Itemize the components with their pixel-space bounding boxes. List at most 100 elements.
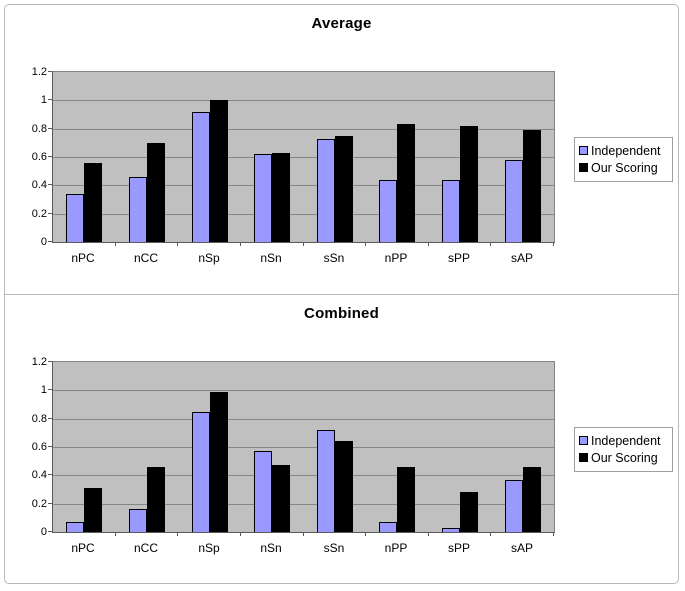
y-tick-mark bbox=[48, 184, 52, 185]
plot-area bbox=[52, 361, 555, 533]
x-tick-mark bbox=[428, 532, 429, 536]
legend-label: Our Scoring bbox=[591, 450, 658, 465]
bar-nPC-our-scoring bbox=[84, 488, 102, 532]
y-tick-mark bbox=[48, 503, 52, 504]
legend-label: Our Scoring bbox=[591, 160, 658, 175]
x-category-label: nPC bbox=[71, 251, 95, 265]
x-tick-mark bbox=[115, 532, 116, 536]
bar-sAP-independent bbox=[505, 480, 523, 532]
y-tick-label: 0 bbox=[40, 236, 47, 248]
x-tick-mark bbox=[553, 532, 554, 536]
gridline bbox=[53, 447, 554, 448]
y-tick-mark bbox=[48, 531, 52, 532]
bar-nPP-independent bbox=[379, 522, 397, 532]
y-tick-label: 1.2 bbox=[31, 66, 47, 78]
bar-sAP-independent bbox=[505, 160, 523, 242]
x-tick-mark bbox=[365, 532, 366, 536]
y-tick-label: 1.2 bbox=[31, 356, 47, 368]
bar-nPC-our-scoring bbox=[84, 163, 102, 242]
x-tick-mark bbox=[177, 532, 178, 536]
x-category-label: sSn bbox=[323, 541, 345, 555]
bar-nCC-independent bbox=[129, 509, 147, 532]
bar-nPP-our-scoring bbox=[397, 124, 415, 242]
bar-nPP-independent bbox=[379, 180, 397, 242]
x-category-label: nSn bbox=[260, 251, 282, 265]
x-tick-mark bbox=[490, 242, 491, 246]
y-tick-mark bbox=[48, 446, 52, 447]
y-tick-mark bbox=[48, 213, 52, 214]
bar-sAP-our-scoring bbox=[523, 130, 541, 242]
bar-nSp-independent bbox=[192, 412, 210, 532]
x-tick-mark bbox=[240, 532, 241, 536]
our-scoring-swatch-icon bbox=[579, 453, 588, 462]
bar-nSp-independent bbox=[192, 112, 210, 242]
y-tick-label: 0.4 bbox=[31, 179, 47, 192]
bar-nPP-our-scoring bbox=[397, 467, 415, 532]
x-tick-mark bbox=[553, 242, 554, 246]
bar-nCC-independent bbox=[129, 177, 147, 242]
y-tick-mark bbox=[48, 156, 52, 157]
gridline bbox=[53, 185, 554, 186]
bar-nSn-independent bbox=[254, 451, 272, 532]
bar-sAP-our-scoring bbox=[523, 467, 541, 532]
legend: Independent Our Scoring bbox=[574, 137, 673, 182]
legend-item-independent: Independent bbox=[579, 142, 668, 159]
legend-item-our-scoring: Our Scoring bbox=[579, 449, 668, 466]
y-tick-label: 0.6 bbox=[31, 441, 47, 453]
independent-swatch-icon bbox=[579, 436, 588, 445]
bar-sPP-our-scoring bbox=[460, 126, 478, 242]
bar-nSp-our-scoring bbox=[210, 100, 228, 242]
x-category-label: sPP bbox=[447, 251, 470, 265]
gridline bbox=[53, 129, 554, 130]
x-category-label: nSp bbox=[198, 541, 220, 555]
legend-item-independent: Independent bbox=[579, 432, 668, 449]
gridline bbox=[53, 504, 554, 505]
x-tick-mark bbox=[428, 242, 429, 246]
gridline bbox=[53, 214, 554, 215]
y-tick-label: 0.2 bbox=[31, 207, 47, 220]
legend-item-our-scoring: Our Scoring bbox=[579, 159, 668, 176]
bar-nPC-independent bbox=[66, 194, 84, 242]
gridline bbox=[53, 475, 554, 476]
bar-sPP-independent bbox=[442, 528, 460, 532]
y-tick-mark bbox=[48, 361, 52, 362]
y-tick-label: 0.2 bbox=[31, 497, 47, 510]
x-tick-mark bbox=[303, 532, 304, 536]
bar-sSn-independent bbox=[317, 430, 335, 532]
bar-nSn-independent bbox=[254, 154, 272, 242]
x-category-label: nSn bbox=[260, 541, 282, 555]
x-tick-mark bbox=[240, 242, 241, 246]
average-chart-panel: Average 0 0.2 0.4 0.6 0.8 1 1.2 nPC nCC nSp nSn sSn… bbox=[5, 5, 678, 294]
bar-nSn-our-scoring bbox=[272, 153, 290, 242]
x-category-label: nCC bbox=[133, 251, 158, 265]
x-category-label: nCC bbox=[133, 541, 158, 555]
y-tick-label: 1 bbox=[40, 94, 47, 107]
combined-chart-panel: Combined 0 0.2 0.4 0.6 0.8 1 1.2 nPC nCC nSp nSn sS… bbox=[5, 294, 678, 583]
gridline bbox=[53, 390, 554, 391]
y-tick-label: 0 bbox=[40, 526, 47, 538]
x-category-label: nPC bbox=[71, 541, 95, 555]
x-category-label: nPP bbox=[384, 251, 408, 265]
bar-nSp-our-scoring bbox=[210, 392, 228, 532]
y-tick-mark bbox=[48, 389, 52, 390]
x-tick-mark bbox=[177, 242, 178, 246]
legend: Independent Our Scoring bbox=[574, 427, 673, 472]
bar-sSn-our-scoring bbox=[335, 441, 353, 532]
x-tick-mark bbox=[303, 242, 304, 246]
y-tick-mark bbox=[48, 99, 52, 100]
bar-nCC-our-scoring bbox=[147, 467, 165, 532]
bar-sSn-our-scoring bbox=[335, 136, 353, 242]
bar-sPP-our-scoring bbox=[460, 492, 478, 532]
y-tick-label: 0.4 bbox=[31, 469, 47, 482]
chart-title-combined: Combined bbox=[304, 305, 379, 322]
chart-title-average: Average bbox=[311, 15, 372, 32]
x-category-label: sAP bbox=[510, 541, 533, 555]
independent-swatch-icon bbox=[579, 146, 588, 155]
y-tick-mark bbox=[48, 418, 52, 419]
y-tick-label: 1 bbox=[40, 384, 47, 397]
legend-label: Independent bbox=[591, 143, 661, 158]
gridline bbox=[53, 100, 554, 101]
y-tick-label: 0.6 bbox=[31, 151, 47, 163]
gridline bbox=[53, 157, 554, 158]
